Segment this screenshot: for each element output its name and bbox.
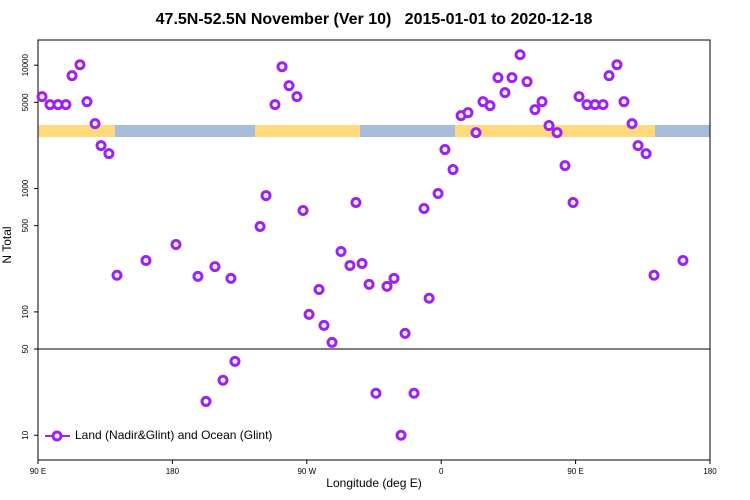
point [269, 99, 281, 111]
point [611, 59, 623, 71]
point [529, 104, 541, 116]
x-tick-label: 90 E [30, 467, 46, 476]
point [36, 91, 48, 103]
point [95, 140, 107, 152]
point [326, 336, 338, 348]
point [297, 204, 309, 216]
point [260, 190, 272, 202]
point [632, 140, 644, 152]
y-tick-label: 500 [21, 218, 30, 232]
point [229, 355, 241, 367]
point [60, 99, 72, 111]
point [291, 91, 303, 103]
point [492, 72, 504, 84]
point [484, 100, 496, 112]
point [399, 327, 411, 339]
x-tick-label: 180 [166, 467, 180, 476]
point [363, 278, 375, 290]
legend-marker [51, 430, 63, 442]
y-tick-label: 1000 [21, 179, 30, 197]
point [514, 49, 526, 61]
point [432, 187, 444, 199]
point [388, 272, 400, 284]
point [462, 107, 474, 119]
point [335, 245, 347, 257]
legend-label: Land (Nadir&Glint) and Ocean (Glint) [75, 428, 272, 442]
point [81, 96, 93, 108]
point [567, 196, 579, 208]
y-tick-label: 5000 [21, 93, 30, 111]
point [447, 164, 459, 176]
point [648, 269, 660, 281]
land-ocean-strip [38, 125, 710, 137]
x-tick-label: 180 [703, 467, 717, 476]
point [103, 148, 115, 160]
point [618, 96, 630, 108]
point [356, 257, 368, 269]
x-tick-label: 90 W [297, 467, 316, 476]
point [350, 196, 362, 208]
chart-title: 47.5N-52.5N November (Ver 10) 2015-01-01… [156, 11, 593, 28]
point [506, 72, 518, 84]
point [536, 96, 548, 108]
x-tick-label: 90 E [567, 467, 583, 476]
point [283, 80, 295, 92]
y-tick-label: 10000 [21, 54, 30, 77]
x-axis-label: Longitude (deg E) [326, 476, 421, 490]
point [521, 76, 533, 88]
point [303, 308, 315, 320]
y-tick-label: 50 [21, 344, 30, 353]
point [276, 61, 288, 73]
point [470, 127, 482, 139]
point [66, 70, 78, 82]
point [408, 387, 420, 399]
plot-frame [37, 39, 711, 461]
point [626, 118, 638, 130]
point [111, 269, 123, 281]
y-axis-label: N Total [0, 226, 14, 263]
point [543, 120, 555, 132]
point [640, 148, 652, 160]
point [318, 319, 330, 331]
point [551, 127, 563, 139]
point [423, 292, 435, 304]
point [74, 59, 86, 71]
point [597, 99, 609, 111]
point [254, 221, 266, 233]
x-tick-label: 0 [439, 467, 444, 476]
point [381, 280, 393, 292]
point [217, 374, 229, 386]
point [603, 70, 615, 82]
point [499, 87, 511, 99]
point [200, 395, 212, 407]
point [225, 272, 237, 284]
point [192, 270, 204, 282]
point [370, 387, 382, 399]
point [573, 91, 585, 103]
point [439, 144, 451, 156]
point [677, 254, 689, 266]
point [209, 261, 221, 273]
point [140, 254, 152, 266]
point [418, 202, 430, 214]
point [89, 118, 101, 130]
y-tick-label: 10 [21, 430, 30, 439]
point [170, 238, 182, 250]
point [344, 259, 356, 271]
point [395, 429, 407, 441]
y-tick-label: 100 [21, 305, 30, 319]
point [313, 283, 325, 295]
point [559, 160, 571, 172]
